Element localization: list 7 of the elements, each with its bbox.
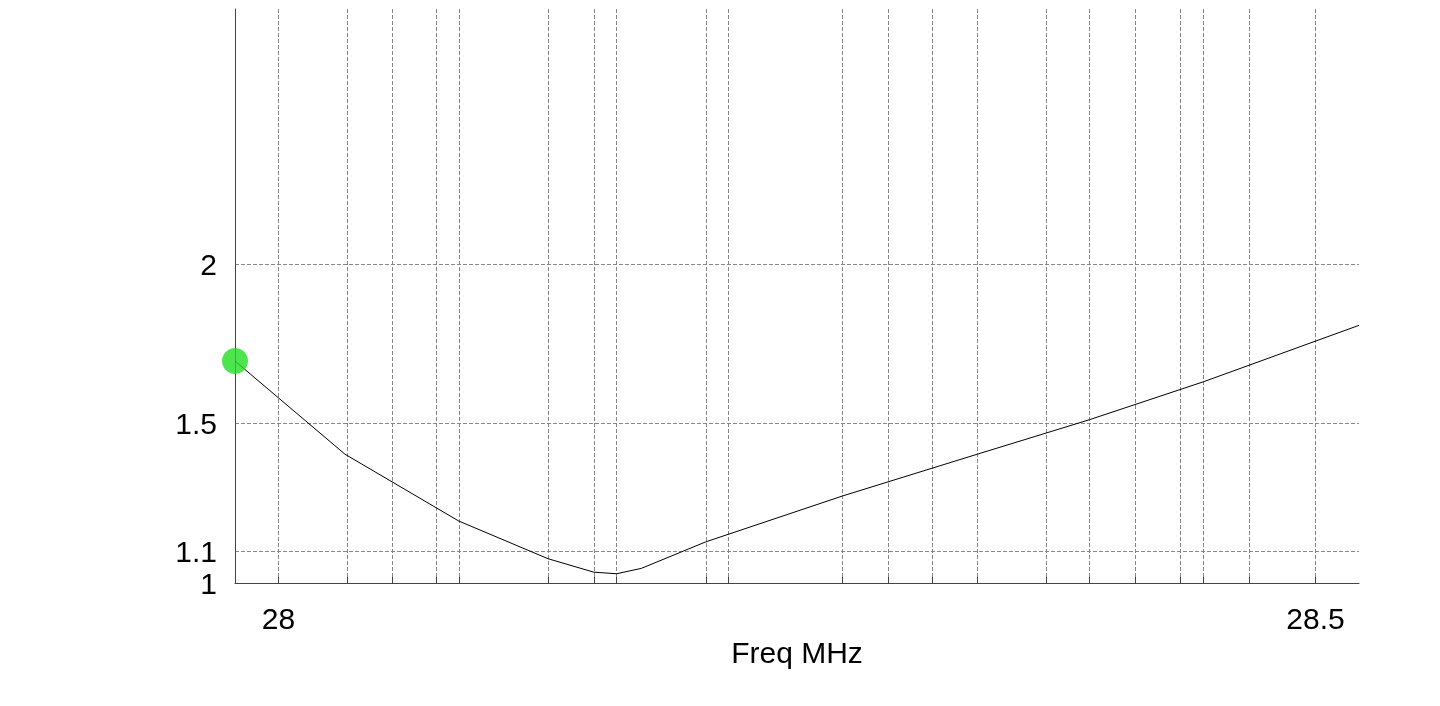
y-tick-label: 2 [200, 247, 217, 281]
y-tick-label: 1 [200, 566, 217, 600]
x-axis-title: Freq MHz [731, 636, 863, 670]
y-tick-label: 1.1 [175, 534, 217, 568]
x-tick-label: 28 [261, 601, 296, 635]
y-tick-label: 1.5 [175, 407, 217, 441]
x-tick-label: 28.5 [1286, 601, 1345, 635]
